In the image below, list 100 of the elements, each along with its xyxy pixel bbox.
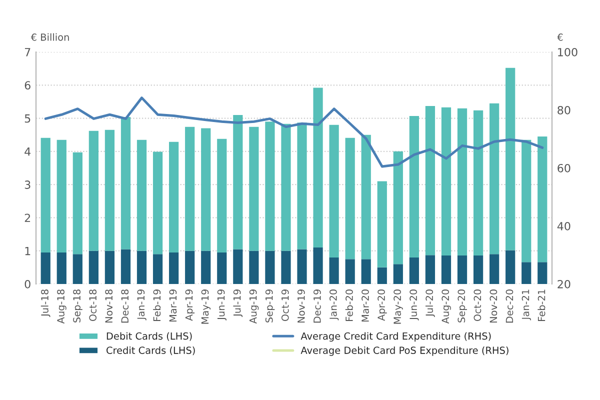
x-tick-label: Oct-19 [281, 290, 289, 322]
x-tick-label: Feb-19 [153, 290, 161, 321]
x-tick-label: Dec-19 [314, 290, 321, 323]
x-tick-label: Sep-18 [73, 290, 82, 322]
x-tick-label: Aug-19 [249, 290, 259, 324]
y2-tick-label: 80 [558, 106, 570, 114]
bar [345, 138, 355, 260]
y2-tick-label: 20 [558, 280, 570, 288]
x-tick-label: Jul-19 [233, 290, 243, 317]
bar [72, 254, 82, 284]
bar [361, 259, 371, 284]
bar [265, 250, 275, 284]
bar [152, 152, 163, 254]
y2-tick-label: 100 [558, 48, 578, 56]
y-tick-label: 0 [24, 280, 30, 288]
bar [538, 136, 548, 262]
bar [377, 267, 387, 284]
bar [441, 107, 452, 256]
bar [217, 252, 227, 284]
y-axis-title: € Billion [30, 33, 69, 41]
bar [104, 250, 115, 284]
bar [457, 255, 468, 284]
x-tick-label: Jan-20 [330, 290, 339, 320]
bar [233, 249, 243, 284]
x-tick-label: Sep-19 [265, 290, 275, 322]
bar [185, 250, 195, 284]
bar [441, 255, 452, 284]
x-tick-label: Jul-20 [426, 290, 435, 317]
bar [393, 264, 403, 284]
bar [120, 116, 131, 250]
x-tick-label: Jan-19 [137, 290, 146, 320]
bar [377, 181, 387, 268]
y-tick-label: 4 [24, 148, 31, 156]
x-tick-label: Oct-20 [474, 290, 482, 322]
bar [217, 138, 227, 253]
x-tick-label: Feb-21 [538, 290, 546, 321]
x-tick-label: Mar-20 [362, 290, 369, 322]
y-tick-label: 3 [24, 180, 30, 189]
x-tick-label: Oct-18 [89, 290, 97, 322]
bar [72, 152, 82, 254]
x-tick-label: Aug-18 [57, 290, 66, 324]
y2-tick-label: 60 [558, 164, 570, 172]
x-tick-label: Dec-18 [121, 290, 129, 323]
y-tick-label: 7 [24, 48, 30, 56]
bar [249, 126, 259, 251]
bar [56, 140, 66, 253]
bar [136, 250, 147, 284]
bar [297, 122, 307, 250]
bar [522, 140, 532, 262]
bar [329, 257, 339, 284]
bar [185, 126, 195, 251]
x-tick-label: Dec-20 [506, 290, 514, 323]
bar [40, 138, 50, 253]
bar [538, 262, 548, 284]
bar [152, 254, 163, 284]
bar [169, 142, 179, 253]
bar [425, 106, 436, 256]
x-tick-label: Aug-20 [442, 290, 451, 324]
x-tick-label: Apr-19 [185, 290, 195, 321]
line-series [44, 96, 544, 168]
bar [361, 134, 371, 260]
bar [345, 259, 355, 284]
x-tick-label: May-20 [394, 290, 403, 324]
bar [506, 250, 516, 284]
bar [473, 255, 484, 284]
bar [409, 116, 419, 258]
x-tick-label: Feb-20 [345, 290, 353, 321]
legend-label: Credit Cards (LHS) [106, 346, 195, 356]
x-tick-label: Jun-19 [217, 290, 227, 320]
y-tick-label: 1 [25, 246, 30, 256]
x-tick-label: Jun-20 [410, 290, 419, 320]
bar [169, 252, 179, 284]
bar [409, 257, 419, 284]
bar [233, 114, 243, 250]
x-tick-label: Nov-19 [297, 290, 305, 323]
bar [425, 255, 436, 284]
bar [393, 151, 403, 264]
bar [281, 124, 291, 251]
x-tick-label: Nov-20 [490, 290, 498, 323]
x-tick-label: May-19 [201, 290, 211, 324]
x-tick-label: Jan-21 [522, 290, 531, 320]
bar [88, 250, 98, 284]
bar [297, 249, 307, 284]
bar [120, 249, 131, 284]
bar [201, 250, 211, 284]
y-tick-label: 6 [24, 81, 30, 90]
legend-label: Average Debit Card PoS Expenditure (RHS) [300, 346, 508, 356]
x-tick-label: Sep-20 [458, 290, 467, 322]
bar [490, 103, 500, 254]
bar [473, 110, 484, 256]
y-tick-label: 2 [24, 214, 30, 222]
x-tick-label: Jul-18 [40, 290, 50, 317]
bar [136, 140, 147, 251]
x-tick-label: Apr-20 [378, 290, 387, 321]
legend-label: Debit Cards (LHS) [106, 332, 192, 341]
x-tick-label: Nov-18 [105, 290, 113, 323]
bar [506, 68, 516, 250]
bar [329, 124, 339, 258]
bar [490, 254, 500, 284]
x-tick-label: Mar-19 [169, 290, 177, 322]
